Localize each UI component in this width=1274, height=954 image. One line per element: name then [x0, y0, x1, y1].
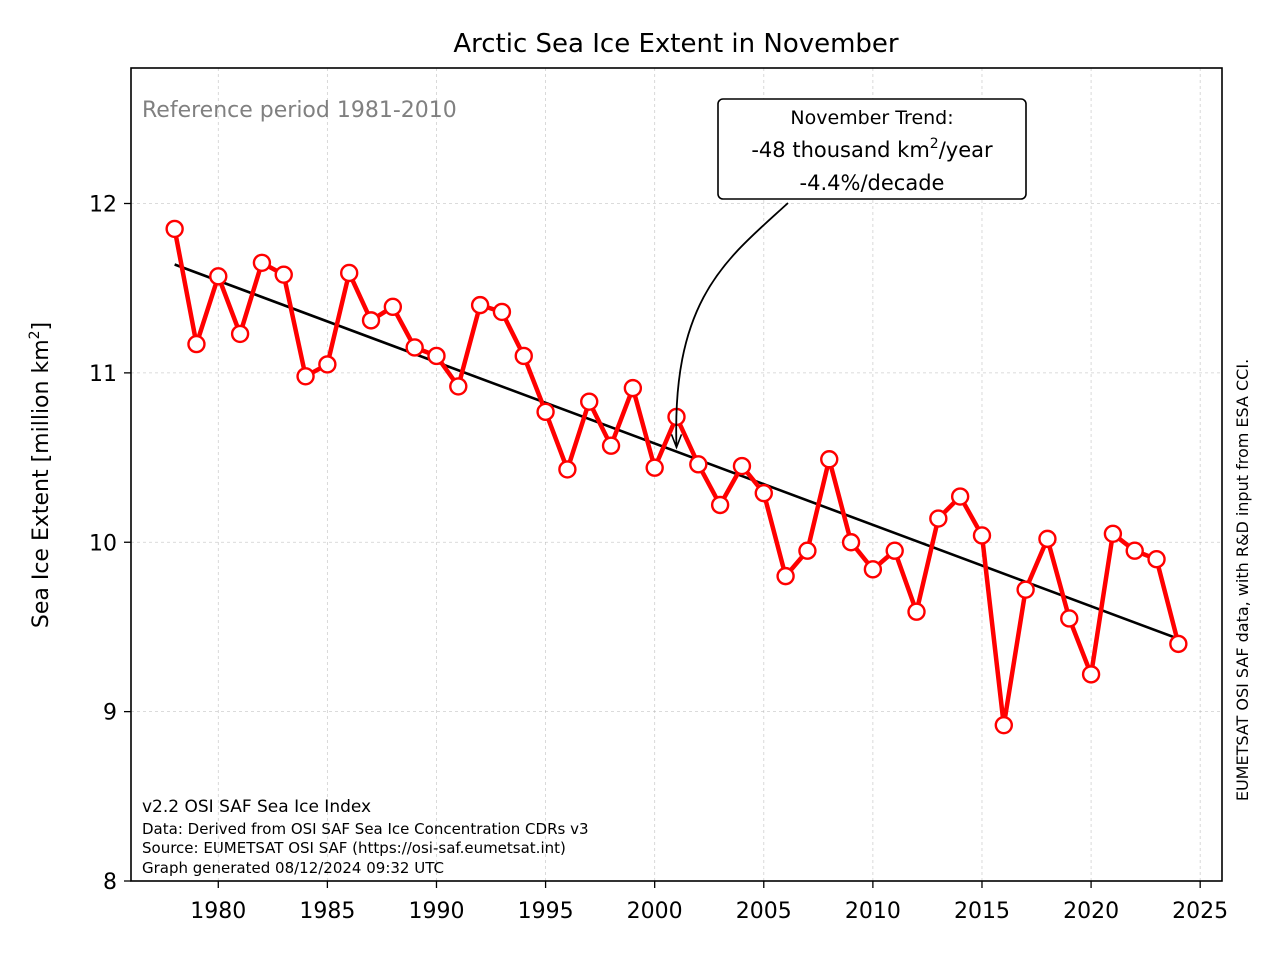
chart-title: Arctic Sea Ice Extent in November — [453, 29, 899, 59]
trend-line-group — [174, 263, 1179, 641]
ticks-group: 1980 1985 1990 1995 2000 2005 2010 2015 2020 2025… — [89, 193, 1228, 925]
data-point — [907, 602, 926, 621]
x-tick-label: 2020 — [1063, 899, 1119, 924]
data-point — [820, 450, 839, 469]
data-point — [296, 367, 315, 386]
data-point — [558, 460, 577, 479]
data-point — [994, 715, 1013, 735]
data-point — [1038, 529, 1057, 549]
x-tick-label: 2005 — [736, 899, 792, 924]
annotation-arrowhead — [670, 434, 683, 450]
annotation-line3: -4.4%/decade — [800, 171, 945, 195]
reference-period-text: Reference period 1981-2010 — [142, 98, 457, 123]
data-point — [754, 483, 773, 503]
x-tick-label: 1995 — [518, 899, 574, 924]
annotation-box — [717, 98, 1027, 200]
data-point — [209, 267, 228, 286]
data-point — [972, 526, 992, 545]
data-point — [318, 355, 337, 374]
data-point — [449, 377, 468, 396]
y-axis-label-main: Sea Ice Extent [million km — [29, 339, 54, 628]
data-point — [929, 509, 948, 528]
data-point — [1103, 524, 1123, 543]
data-point — [1125, 541, 1144, 560]
x-tick-label: 1985 — [299, 899, 355, 924]
data-point — [885, 541, 904, 560]
data-point — [492, 302, 512, 322]
annotation-line2-sup: 2 — [930, 136, 939, 152]
y-tick-label: 8 — [103, 870, 117, 895]
side-credit: EUMETSAT OSI SAF data, with R&D input fr… — [1233, 359, 1252, 801]
plot-frame — [130, 67, 1223, 882]
data-point — [863, 560, 883, 579]
data-point — [732, 456, 752, 476]
data-point — [580, 392, 599, 411]
y-axis-label-sup: 2 — [27, 330, 43, 339]
data-point — [405, 338, 424, 357]
data-point — [623, 378, 643, 398]
data-point — [710, 495, 730, 515]
x-tick-label: 2025 — [1172, 899, 1228, 924]
x-tick-label: 1980 — [190, 899, 246, 924]
x-tick-label: 2010 — [845, 899, 901, 924]
data-point — [470, 295, 490, 315]
data-point — [645, 458, 664, 477]
x-tick-label: 2015 — [954, 899, 1010, 924]
data-point — [361, 311, 381, 330]
y-axis-label-end: ] — [29, 322, 54, 331]
data-point — [601, 436, 621, 455]
data-point — [165, 219, 184, 239]
data-point — [1060, 609, 1079, 628]
data-point — [689, 455, 708, 474]
data-point — [340, 263, 359, 283]
data-point — [841, 533, 861, 552]
data-point — [187, 334, 206, 354]
data-point — [1081, 665, 1101, 684]
annotation-line1: November Trend: — [790, 107, 953, 129]
y-tick-label: 12 — [89, 193, 117, 218]
annotation-line2-main: -48 thousand km — [751, 138, 929, 162]
trend-line — [174, 263, 1179, 641]
annotation-line2: -48 thousand km2/year — [751, 136, 993, 162]
data-point — [514, 346, 533, 366]
annotation-line2-post: /year — [939, 138, 993, 162]
footer-data: Data: Derived from OSI SAF Sea Ice Conce… — [142, 820, 589, 838]
data-point — [230, 324, 250, 344]
y-axis-label: Sea Ice Extent [million km2] — [27, 322, 54, 628]
data-point — [427, 346, 446, 366]
annotation-arrow — [675, 202, 789, 448]
data-point — [1147, 549, 1166, 569]
x-tick-label: 1990 — [408, 899, 464, 924]
y-tick-label: 9 — [103, 701, 117, 726]
data-point — [252, 253, 272, 272]
y-tick-label: 11 — [89, 362, 117, 387]
x-tick-label: 2000 — [627, 899, 683, 924]
data-point — [274, 265, 293, 284]
data-point — [383, 297, 403, 317]
marker-group — [165, 219, 1188, 735]
footer-generated: Graph generated 08/12/2024 09:32 UTC — [142, 859, 444, 877]
footer-version: v2.2 OSI SAF Sea Ice Index — [142, 797, 371, 817]
data-point — [536, 402, 555, 422]
data-point — [1016, 580, 1035, 599]
data-point — [798, 541, 817, 560]
data-point — [1169, 634, 1188, 654]
data-point — [776, 566, 795, 586]
footer-source: Source: EUMETSAT OSI SAF (https://osi-sa… — [142, 839, 566, 857]
data-point — [950, 487, 970, 506]
y-tick-label: 10 — [89, 531, 117, 556]
